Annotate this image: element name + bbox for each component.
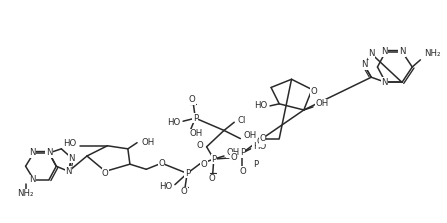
Text: N: N [30, 149, 36, 157]
Text: HO: HO [167, 118, 180, 127]
Text: OH: OH [315, 99, 328, 108]
Text: N: N [65, 167, 72, 176]
Text: N: N [68, 154, 75, 163]
Text: P: P [211, 155, 216, 163]
Text: NH₂: NH₂ [17, 189, 34, 198]
Text: N: N [381, 78, 388, 87]
Text: O: O [257, 137, 263, 146]
Text: P: P [185, 169, 190, 178]
Text: O: O [239, 167, 246, 176]
Text: O: O [201, 160, 207, 169]
Text: O: O [181, 187, 187, 196]
Text: OH: OH [226, 149, 239, 157]
Text: O: O [189, 95, 196, 104]
Text: N: N [46, 149, 52, 157]
Text: O: O [197, 141, 203, 150]
Text: Cl: Cl [237, 116, 246, 125]
Text: OH: OH [189, 129, 202, 138]
Text: HO: HO [254, 101, 267, 110]
Text: O: O [158, 159, 165, 168]
Text: HO: HO [160, 182, 173, 191]
Text: N: N [399, 47, 405, 56]
Text: HO: HO [253, 142, 266, 151]
Text: HO: HO [63, 139, 77, 148]
Text: NH₂: NH₂ [425, 49, 441, 58]
Text: O: O [311, 87, 317, 96]
Text: N: N [368, 49, 375, 58]
Text: O: O [208, 174, 215, 183]
Text: P: P [253, 160, 258, 169]
Text: O: O [102, 169, 109, 178]
Text: N: N [381, 47, 388, 56]
Text: O: O [259, 134, 266, 143]
Text: N: N [361, 60, 367, 69]
Text: N: N [30, 175, 36, 184]
Text: OH: OH [244, 131, 257, 140]
Text: OH: OH [141, 138, 154, 147]
Text: P: P [193, 114, 198, 123]
Text: P: P [240, 149, 245, 157]
Text: O: O [230, 153, 237, 161]
